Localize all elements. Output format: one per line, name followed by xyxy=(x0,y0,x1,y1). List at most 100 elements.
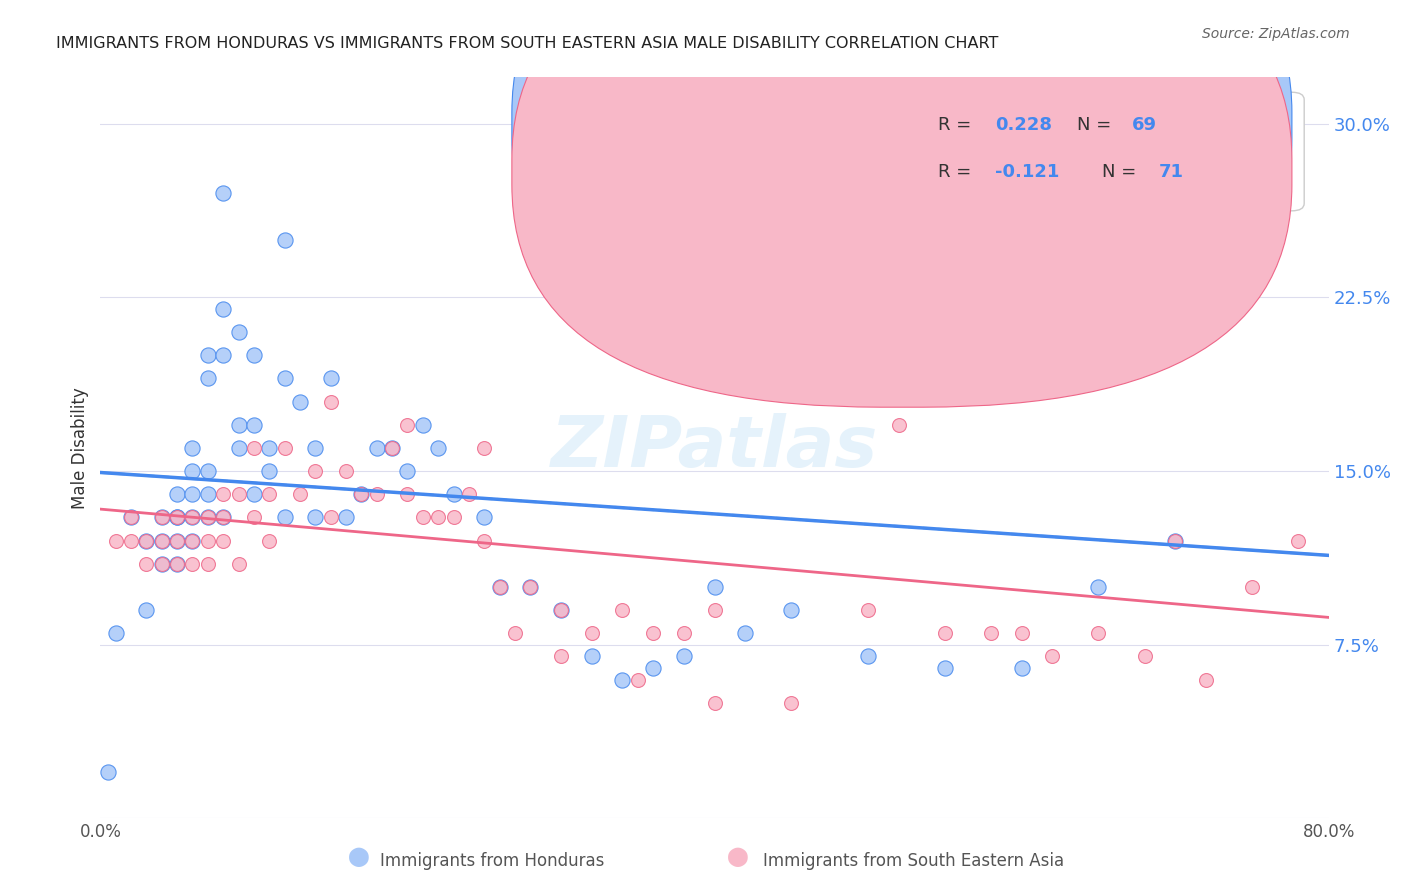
Point xyxy=(488,580,510,594)
Point xyxy=(288,487,311,501)
Point xyxy=(181,487,204,501)
Point xyxy=(319,510,342,524)
Point xyxy=(135,557,157,571)
Text: N =: N = xyxy=(1101,162,1142,180)
Point xyxy=(228,487,250,501)
Point xyxy=(396,487,419,501)
Point xyxy=(643,626,665,640)
Point xyxy=(228,417,250,432)
Point xyxy=(150,510,173,524)
Point xyxy=(135,533,157,548)
Point xyxy=(120,510,142,524)
Point xyxy=(150,557,173,571)
Point xyxy=(166,557,188,571)
Point xyxy=(350,487,373,501)
Point xyxy=(856,649,879,664)
Point xyxy=(97,765,120,780)
Point xyxy=(488,580,510,594)
Point xyxy=(273,441,295,455)
Text: Immigrants from Honduras: Immigrants from Honduras xyxy=(380,852,605,870)
Point xyxy=(457,487,479,501)
Point xyxy=(612,603,634,617)
Point xyxy=(120,533,142,548)
Point xyxy=(104,626,127,640)
Point xyxy=(197,487,219,501)
Point xyxy=(243,510,266,524)
Point xyxy=(166,533,188,548)
Point xyxy=(350,487,373,501)
Y-axis label: Male Disability: Male Disability xyxy=(72,387,89,508)
Point xyxy=(672,626,695,640)
Point xyxy=(288,394,311,409)
Point xyxy=(150,557,173,571)
Point xyxy=(643,661,665,675)
Point xyxy=(780,371,803,385)
Point xyxy=(934,661,956,675)
Text: Source: ZipAtlas.com: Source: ZipAtlas.com xyxy=(1202,27,1350,41)
Point xyxy=(166,557,188,571)
Point xyxy=(228,557,250,571)
Text: ZIPatlas: ZIPatlas xyxy=(551,414,879,483)
Point xyxy=(259,464,281,478)
Point xyxy=(304,464,326,478)
Point xyxy=(212,510,235,524)
Point xyxy=(581,626,603,640)
Point xyxy=(1133,649,1156,664)
Point xyxy=(197,371,219,385)
Point xyxy=(472,533,495,548)
Point xyxy=(396,417,419,432)
Text: R =: R = xyxy=(938,162,977,180)
Point xyxy=(443,487,465,501)
Point xyxy=(734,626,756,640)
Point xyxy=(181,557,204,571)
Text: R =: R = xyxy=(938,116,977,134)
Point xyxy=(412,510,434,524)
Point xyxy=(335,510,357,524)
Point xyxy=(181,510,204,524)
Point xyxy=(703,696,725,710)
Point xyxy=(934,626,956,640)
Point xyxy=(550,603,572,617)
Text: 0.228: 0.228 xyxy=(994,116,1052,134)
Point xyxy=(259,487,281,501)
Point xyxy=(243,441,266,455)
Point xyxy=(197,348,219,362)
Point xyxy=(197,510,219,524)
Point xyxy=(335,464,357,478)
Point xyxy=(273,510,295,524)
Point xyxy=(104,533,127,548)
Point xyxy=(150,510,173,524)
Point xyxy=(181,441,204,455)
Point xyxy=(472,510,495,524)
Point xyxy=(381,441,404,455)
Point xyxy=(550,603,572,617)
Point xyxy=(181,533,204,548)
Text: ⬤: ⬤ xyxy=(347,847,370,867)
Text: ⬤: ⬤ xyxy=(727,847,749,867)
Text: 71: 71 xyxy=(1159,162,1184,180)
Point xyxy=(273,233,295,247)
Point xyxy=(412,417,434,432)
Point xyxy=(1011,626,1033,640)
Point xyxy=(1087,626,1109,640)
Point xyxy=(212,487,235,501)
Point xyxy=(197,557,219,571)
Point xyxy=(243,417,266,432)
Point xyxy=(519,580,541,594)
Point xyxy=(150,533,173,548)
Point xyxy=(887,417,910,432)
Point xyxy=(212,510,235,524)
Point xyxy=(1240,580,1263,594)
Text: N =: N = xyxy=(1077,116,1116,134)
Point xyxy=(1195,673,1218,687)
Point xyxy=(1087,580,1109,594)
Text: -0.121: -0.121 xyxy=(994,162,1059,180)
Point xyxy=(166,533,188,548)
Point xyxy=(166,510,188,524)
Point xyxy=(197,510,219,524)
Point xyxy=(150,533,173,548)
Point xyxy=(443,510,465,524)
Point xyxy=(1040,649,1063,664)
Point xyxy=(550,649,572,664)
Point xyxy=(181,510,204,524)
